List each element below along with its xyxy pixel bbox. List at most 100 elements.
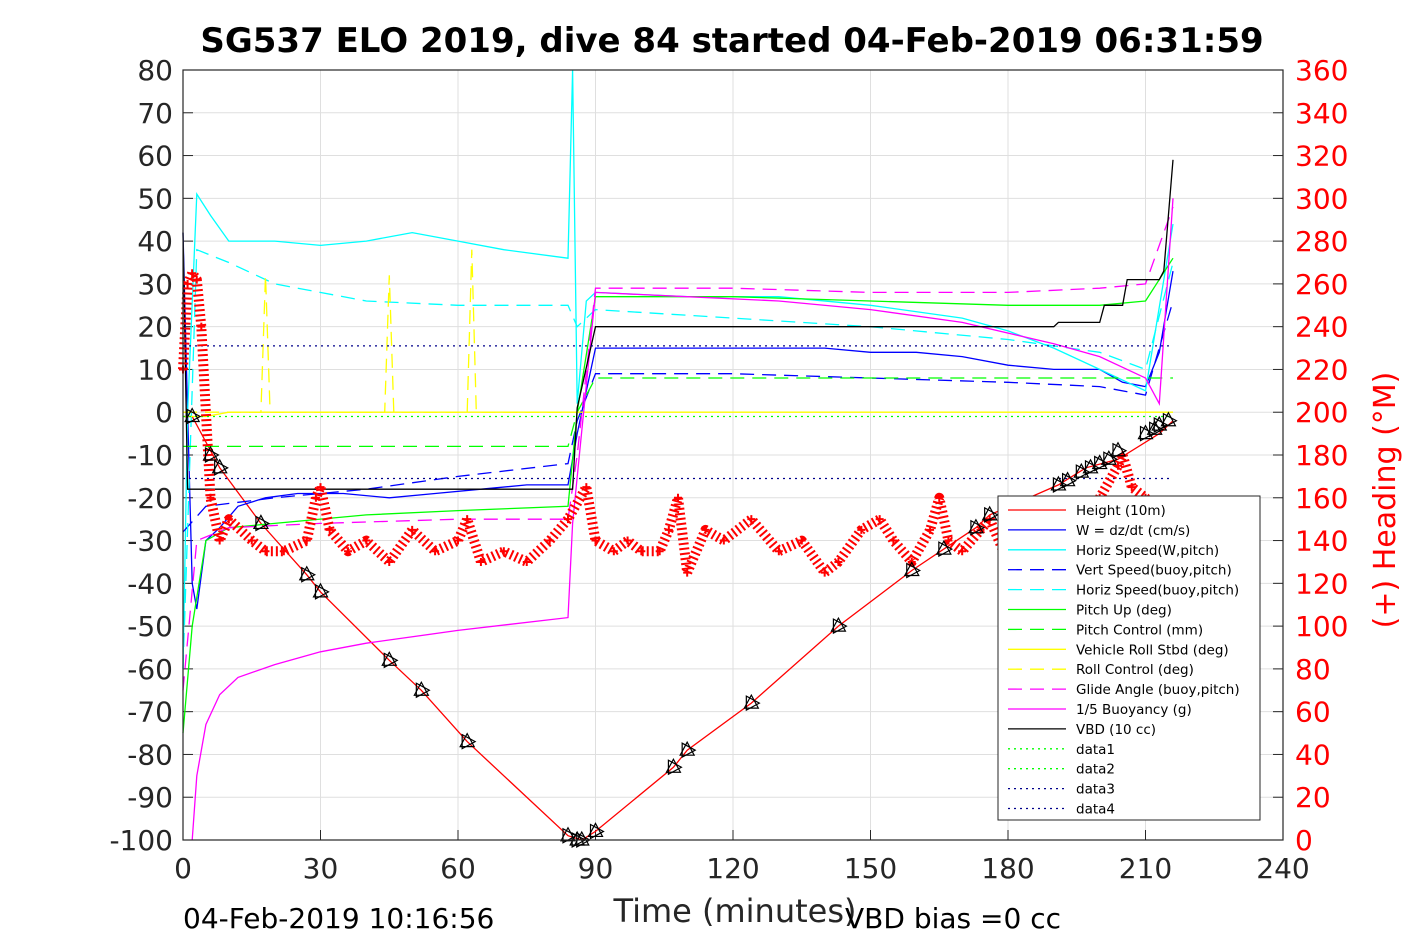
- height-marker: [1109, 441, 1127, 457]
- y-tick-label: -80: [127, 738, 173, 771]
- series-vehicle-roll-stbd-deg: [183, 411, 1173, 418]
- height-marker: [204, 446, 220, 464]
- heading-point: [958, 547, 967, 556]
- legend-label: data4: [1076, 802, 1115, 818]
- height-marker: [1146, 420, 1163, 435]
- height-marker: [214, 459, 229, 476]
- x-axis-label: Time (minutes): [613, 892, 857, 930]
- legend-label: Horiz Speed(buoy,pitch): [1076, 583, 1239, 599]
- heading-point: [279, 547, 288, 556]
- y-tick-label: 30: [137, 268, 173, 301]
- chart-title: SG537 ELO 2019, dive 84 started 04-Feb-2…: [200, 21, 1263, 61]
- height-marker: [743, 693, 760, 709]
- legend-label: 1/5 Buoyancy (g): [1076, 702, 1192, 718]
- heading-point: [774, 547, 783, 556]
- y-tick-label: -60: [127, 653, 173, 686]
- series-heading: [178, 268, 1160, 578]
- legend-label: data1: [1076, 742, 1115, 758]
- heading-point: [623, 536, 632, 545]
- heading-point: [683, 568, 692, 577]
- height-marker: [255, 515, 271, 532]
- heading-point: [316, 483, 325, 492]
- heading-point: [362, 536, 371, 545]
- height-marker: [587, 822, 604, 838]
- heading-point: [408, 525, 417, 534]
- y-tick-label: -30: [127, 525, 173, 558]
- heading-point: [1127, 483, 1136, 492]
- heading-point: [701, 525, 710, 534]
- heading-point: [183, 279, 192, 288]
- height-marker: [559, 826, 577, 842]
- x-tick-label: 0: [174, 852, 192, 885]
- y-right-tick-label: 160: [1295, 482, 1348, 515]
- y-tick-label: 80: [137, 54, 173, 87]
- height-marker: [589, 823, 605, 840]
- y-tick-labels: 80 70 60 50 40 30 20 10 0 -10 -20 -30 -40 -50 -60 -70 -8…: [109, 54, 173, 857]
- x-tick-label: 60: [440, 852, 476, 885]
- y-right-tick-label: 280: [1295, 225, 1348, 258]
- height-marker: [1139, 425, 1155, 442]
- x-tick-label: 210: [1119, 852, 1172, 885]
- x-tick-label: 30: [303, 852, 339, 885]
- y-right-tick-label: 320: [1295, 140, 1348, 173]
- heading-point: [463, 515, 472, 524]
- series-1-5-buoyancy-g: [191, 198, 1174, 841]
- height-marker: [1153, 417, 1169, 434]
- height-marker: [202, 445, 219, 461]
- y-right-tick-label: 40: [1295, 738, 1331, 771]
- y-tick-label: -100: [109, 824, 173, 857]
- height-marker: [459, 732, 476, 748]
- legend-label: Glide Angle (buoy,pitch): [1076, 682, 1240, 698]
- legend-label: Vehicle Roll Stbd (deg): [1076, 642, 1229, 658]
- height-marker: [903, 561, 920, 577]
- y-tick-label: 70: [137, 97, 173, 130]
- y-right-tick-label: 300: [1295, 182, 1348, 215]
- y-right-tick-label: 220: [1295, 353, 1348, 386]
- series-vert-speed-buoy-pitch: [182, 300, 1174, 533]
- height-marker: [667, 759, 683, 776]
- heading-point: [188, 269, 197, 278]
- series-vbd-10-cc: [182, 159, 1174, 490]
- series-height-10m: [183, 415, 1174, 841]
- y-right-tick-label: 120: [1295, 567, 1348, 600]
- height-marker: [745, 695, 761, 712]
- height-marker: [665, 758, 682, 773]
- heading-point: [344, 547, 352, 556]
- legend: Height (10m) W = dz/dt (cm/s) Horiz Speed(…: [997, 495, 1261, 821]
- height-marker: [1052, 476, 1068, 493]
- height-marker: [562, 827, 578, 844]
- x-tick-label: 240: [1256, 852, 1309, 885]
- height-marker: [681, 742, 697, 759]
- height-marker: [461, 733, 477, 750]
- heading-point: [431, 547, 440, 556]
- heading-point: [1114, 461, 1122, 470]
- y-tick-label: 0: [155, 396, 173, 429]
- plot-area-frame: [182, 69, 1284, 841]
- y-right-axis-label: (+) Heading (°M): [1368, 372, 1403, 629]
- heading-point: [857, 525, 866, 534]
- heading-point: [637, 547, 646, 556]
- series-pitch-control-mm: [183, 377, 1173, 448]
- height-marker: [413, 681, 430, 696]
- height-marker: [301, 566, 317, 583]
- height-marker: [312, 582, 329, 598]
- y-right-tick-label: 180: [1295, 439, 1348, 472]
- legend-label: Horiz Speed(W,pitch): [1076, 543, 1219, 559]
- legend-label: Vert Speed(buoy,pitch): [1076, 563, 1232, 579]
- y-tick-label: 40: [137, 225, 173, 258]
- heading-point: [935, 493, 944, 502]
- x-tick-label: 180: [981, 852, 1034, 885]
- legend-label: Pitch Control (mm): [1076, 622, 1203, 638]
- heading-point: [889, 536, 898, 545]
- height-marker: [186, 408, 202, 425]
- height-marker: [1160, 411, 1177, 427]
- heading-point: [499, 547, 508, 556]
- heading-point: [261, 547, 270, 556]
- heading-point: [719, 536, 728, 545]
- legend-label: VBD (10 cc): [1076, 722, 1156, 738]
- heading-point: [797, 536, 806, 545]
- heading-point: [215, 536, 224, 545]
- y-right-tick-label: 360: [1295, 54, 1348, 87]
- height-marker: [1061, 472, 1077, 489]
